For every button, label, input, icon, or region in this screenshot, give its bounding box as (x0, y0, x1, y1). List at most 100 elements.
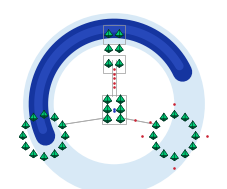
Polygon shape (151, 126, 159, 129)
Polygon shape (26, 142, 30, 150)
Polygon shape (116, 114, 124, 120)
Polygon shape (170, 153, 178, 158)
Polygon shape (151, 142, 155, 150)
Polygon shape (170, 110, 178, 116)
Polygon shape (159, 150, 167, 155)
Polygon shape (30, 155, 37, 158)
Polygon shape (151, 121, 155, 129)
Polygon shape (50, 113, 54, 121)
Polygon shape (58, 142, 62, 150)
Polygon shape (103, 114, 107, 123)
Polygon shape (151, 142, 159, 148)
Polygon shape (120, 105, 124, 113)
Polygon shape (103, 105, 111, 111)
Polygon shape (159, 155, 167, 158)
Polygon shape (44, 153, 48, 161)
Polygon shape (33, 150, 37, 158)
Point (112, 77, 115, 80)
Polygon shape (188, 121, 196, 126)
Polygon shape (116, 95, 120, 104)
Polygon shape (22, 126, 30, 129)
Polygon shape (159, 119, 167, 121)
Point (172, 167, 175, 170)
Polygon shape (58, 148, 66, 150)
Polygon shape (22, 121, 26, 129)
Polygon shape (159, 113, 167, 119)
Polygon shape (30, 113, 37, 119)
Polygon shape (119, 44, 123, 53)
Polygon shape (19, 137, 27, 139)
Polygon shape (40, 158, 48, 161)
Polygon shape (30, 150, 37, 155)
Polygon shape (103, 120, 111, 123)
Polygon shape (30, 113, 33, 121)
Polygon shape (107, 105, 111, 113)
Polygon shape (180, 119, 188, 121)
Polygon shape (61, 131, 65, 139)
Polygon shape (116, 114, 120, 123)
Polygon shape (174, 153, 178, 161)
Polygon shape (54, 150, 58, 158)
Polygon shape (188, 142, 196, 148)
Polygon shape (58, 142, 66, 148)
Polygon shape (50, 150, 58, 155)
Polygon shape (115, 44, 119, 53)
Polygon shape (104, 65, 112, 67)
Polygon shape (61, 131, 69, 137)
Polygon shape (191, 131, 195, 139)
Polygon shape (104, 59, 108, 67)
Polygon shape (115, 59, 119, 67)
Polygon shape (180, 113, 184, 121)
Polygon shape (155, 142, 159, 150)
Polygon shape (58, 121, 66, 126)
Polygon shape (23, 131, 27, 139)
Point (112, 109, 115, 112)
Polygon shape (115, 35, 123, 38)
Polygon shape (26, 121, 30, 129)
Polygon shape (170, 116, 178, 118)
Polygon shape (153, 131, 157, 139)
Polygon shape (184, 113, 188, 121)
Point (112, 68, 115, 71)
Polygon shape (119, 29, 123, 38)
Polygon shape (40, 110, 44, 118)
Polygon shape (188, 142, 192, 150)
Polygon shape (116, 101, 124, 104)
Polygon shape (180, 150, 188, 155)
Polygon shape (120, 95, 124, 104)
Polygon shape (103, 114, 111, 120)
Polygon shape (155, 121, 159, 129)
Point (140, 135, 143, 138)
Polygon shape (120, 114, 124, 123)
Polygon shape (58, 126, 66, 129)
Polygon shape (104, 35, 112, 38)
Polygon shape (104, 59, 112, 65)
Polygon shape (116, 105, 120, 113)
Polygon shape (115, 44, 123, 50)
Polygon shape (61, 137, 69, 139)
Polygon shape (62, 142, 66, 150)
Polygon shape (104, 44, 112, 50)
Polygon shape (58, 121, 62, 129)
Polygon shape (103, 95, 111, 101)
Polygon shape (40, 116, 48, 118)
Polygon shape (107, 114, 111, 123)
Polygon shape (115, 50, 123, 53)
Polygon shape (107, 95, 111, 104)
Polygon shape (40, 110, 48, 116)
Polygon shape (184, 150, 188, 158)
Point (112, 107, 115, 110)
Polygon shape (159, 150, 163, 158)
Polygon shape (115, 29, 123, 35)
Polygon shape (62, 121, 66, 129)
Polygon shape (188, 148, 196, 150)
Polygon shape (170, 153, 174, 161)
Polygon shape (191, 137, 199, 139)
Polygon shape (108, 59, 112, 67)
Polygon shape (192, 121, 196, 129)
Polygon shape (159, 113, 163, 121)
Polygon shape (174, 110, 178, 118)
Polygon shape (50, 119, 58, 121)
Polygon shape (151, 121, 159, 126)
Polygon shape (188, 126, 196, 129)
